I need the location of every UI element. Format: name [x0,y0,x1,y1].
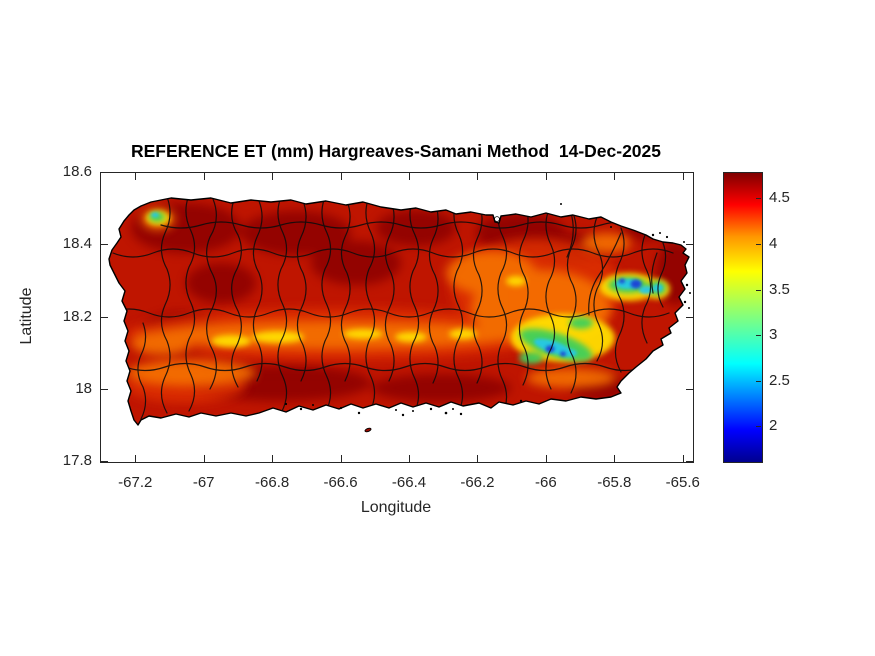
caja-de-muertos-islet [364,427,372,433]
x-axis-label: Longitude [360,499,432,516]
x-tick-mark [477,173,479,180]
colorbar-tick-mark [756,198,761,200]
colorbar [723,172,763,463]
x-tick-label: -66.4 [391,474,427,491]
x-tick-mark [614,455,616,462]
colorbar-tick-mark [756,335,761,337]
x-tick-label: -65.6 [665,474,700,491]
x-tick-mark [682,173,684,180]
x-tick-mark [409,455,410,462]
y-tick-mark [686,172,693,173]
x-tick-mark [545,455,547,462]
x-tick-label: -67 [192,474,215,491]
y-tick-mark [686,388,693,390]
colorbar-tick-label: 2.5 [769,371,790,389]
y-tick-label: 18.4 [62,235,92,253]
y-tick-mark [101,172,108,173]
x-tick-mark [614,173,616,180]
y-tick-mark [101,244,108,246]
x-tick-label: -66.6 [323,474,358,491]
colorbar-tick-mark [756,289,761,291]
x-tick-mark [135,173,137,180]
municipality-boundaries [109,198,674,420]
plot-area [100,172,694,463]
colorbar-tick-mark [756,380,761,382]
x-tick-label: -67.2 [118,474,153,491]
y-tick-mark [686,461,693,462]
y-tick-mark [686,316,693,318]
y-tick-mark [686,244,693,246]
x-tick-mark [477,455,479,462]
x-tick-label: -66.8 [255,474,290,491]
x-tick-mark [682,455,684,462]
x-tick-mark [545,173,547,180]
colorbar-tick-label: 4.5 [769,189,790,207]
colorbar-tick-mark [756,426,761,428]
x-tick-mark [203,455,205,462]
y-tick-label: 17.8 [62,452,92,469]
x-tick-mark [203,173,205,180]
x-tick-mark [340,455,342,462]
x-tick-mark [135,455,137,462]
coastline-outline [108,197,690,426]
y-tick-label: 18.2 [62,307,92,325]
y-tick-label: 18 [75,379,92,397]
colorbar-tick-label: 3.5 [769,280,790,298]
offshore-islets [284,203,691,433]
x-tick-mark [409,173,410,180]
colorbar-tick-label: 4 [769,235,778,253]
et-lowest-blue-cores [545,278,642,357]
chart-title: REFERENCE ET (mm) Hargreaves-Samani Meth… [130,141,662,161]
colorbar-tick-label: 2 [769,417,778,435]
x-tick-mark [340,173,342,180]
colorbar-tick-mark [756,244,761,246]
san-juan-bay [494,216,500,222]
y-tick-label: 18.6 [62,163,92,180]
colorbar-tick-label: 3 [769,326,778,344]
x-tick-mark [272,173,274,180]
x-tick-mark [272,455,274,462]
x-tick-label: -65.8 [597,474,632,491]
y-tick-mark [101,461,108,462]
x-tick-label: -66.2 [460,474,495,491]
puerto-rico-map [108,197,691,433]
x-tick-label: -66 [535,474,557,491]
y-tick-mark [101,388,108,390]
y-tick-mark [101,316,108,318]
